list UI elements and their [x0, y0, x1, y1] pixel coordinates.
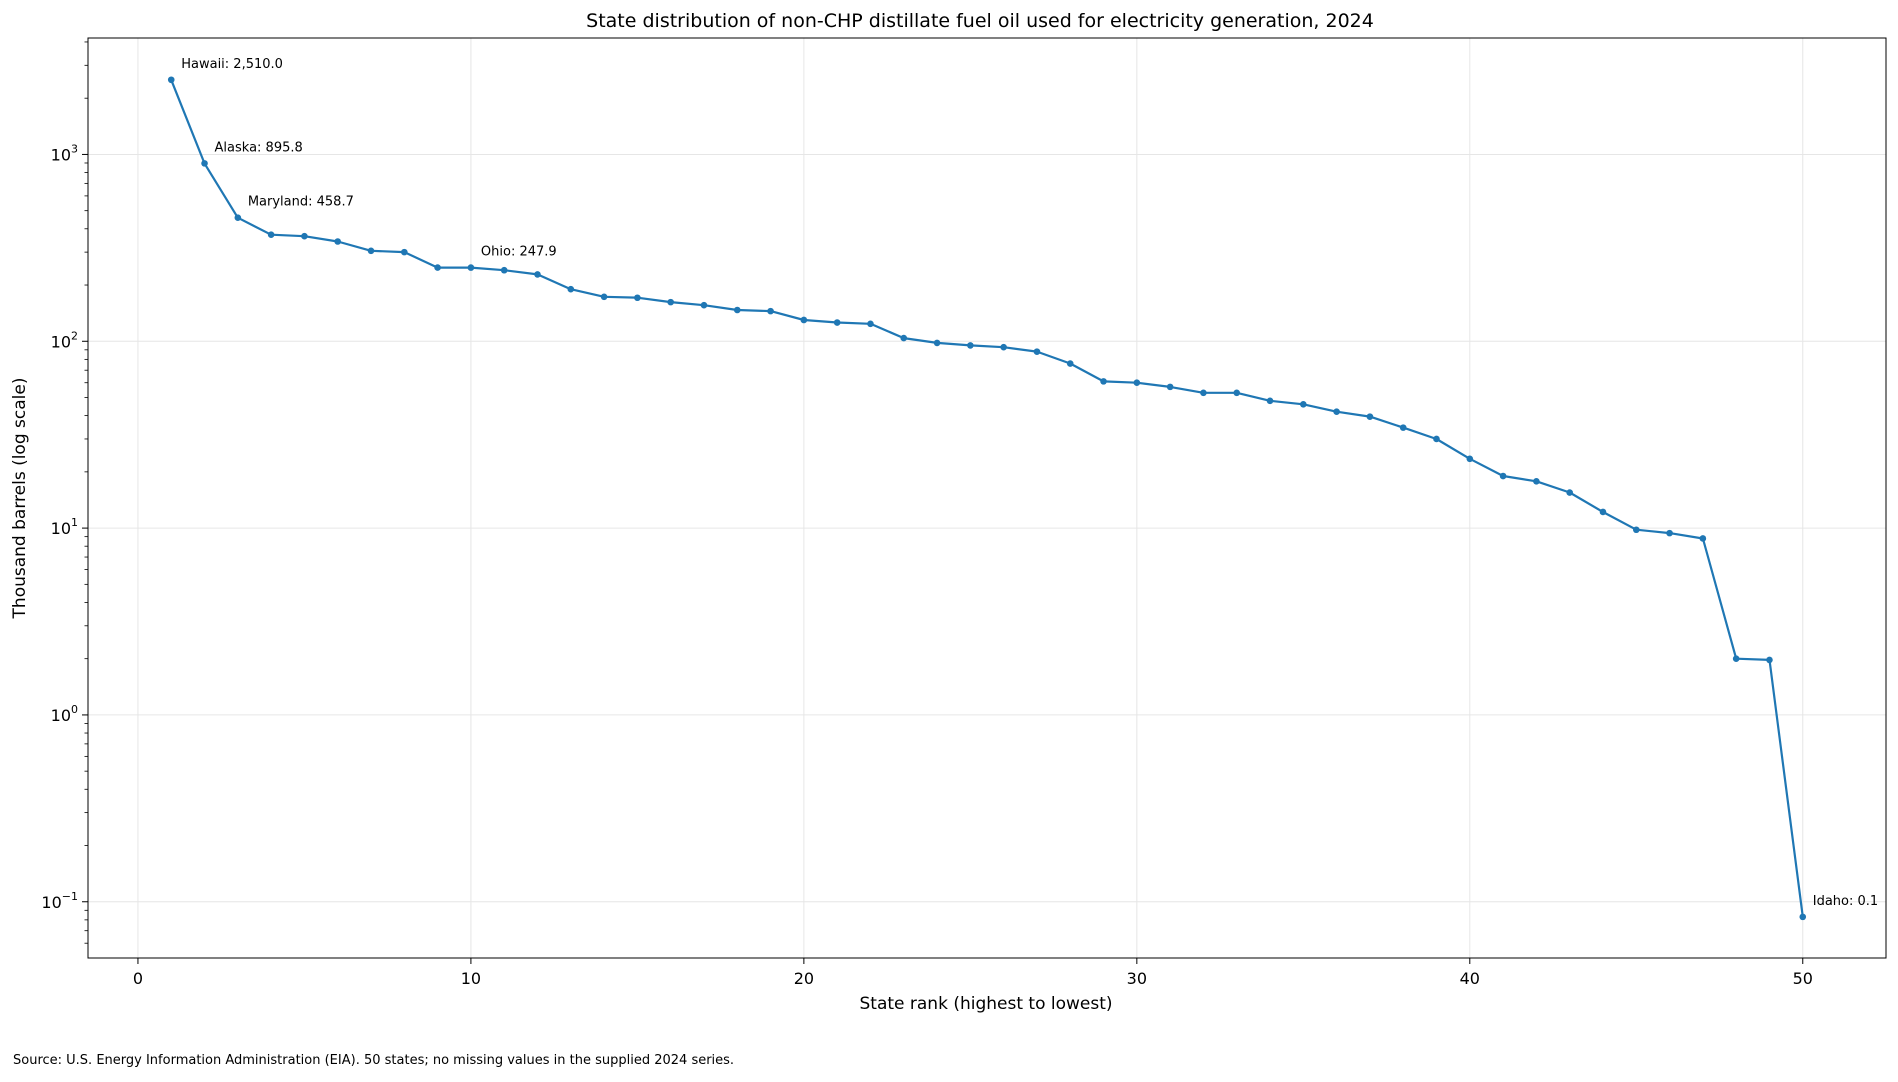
- data-point: [1799, 913, 1807, 921]
- x-tick-label: 50: [1793, 969, 1813, 988]
- data-point: [1632, 526, 1640, 534]
- data-series: [167, 76, 1807, 921]
- data-point: [733, 306, 741, 314]
- source-note: Source: U.S. Energy Information Administ…: [13, 1053, 734, 1068]
- data-point: [1699, 535, 1707, 542]
- data-point: [1399, 424, 1407, 431]
- data-point: [1533, 478, 1540, 485]
- data-point: [1333, 408, 1340, 415]
- data-point: [1300, 400, 1307, 408]
- data-point: [767, 307, 774, 315]
- data-point: [833, 319, 841, 326]
- data-point: [933, 339, 941, 347]
- data-point: [600, 293, 608, 301]
- data-label: Ohio: 247.9: [481, 245, 557, 260]
- data-point: [567, 285, 575, 293]
- data-point: [234, 214, 242, 221]
- data-point: [1499, 472, 1507, 480]
- data-point: [1566, 489, 1573, 496]
- data-point: [1732, 655, 1740, 662]
- x-tick-label: 20: [794, 969, 814, 988]
- data-label: Idaho: 0.1: [1813, 894, 1878, 909]
- data-point: [1599, 508, 1607, 516]
- data-point: [401, 248, 408, 256]
- x-tick-label: 40: [1460, 969, 1480, 988]
- data-point: [1466, 455, 1474, 463]
- data-point: [1266, 397, 1274, 405]
- data-point: [167, 76, 175, 84]
- data-point: [1066, 360, 1074, 367]
- data-label: Alaska: 895.8: [215, 140, 303, 155]
- y-tick-label: 101: [51, 516, 78, 538]
- data-point: [900, 334, 908, 342]
- grid-lines: [88, 38, 1886, 958]
- data-point: [967, 342, 974, 349]
- y-tick-label: 102: [51, 329, 78, 351]
- y-tick-label: 10−1: [41, 890, 78, 912]
- data-point: [1100, 378, 1107, 385]
- series-line: [170, 79, 1804, 918]
- data-point: [534, 271, 541, 278]
- data-point: [1133, 379, 1141, 387]
- data-point: [700, 301, 708, 309]
- data-point: [1166, 383, 1174, 391]
- data-point: [334, 238, 342, 245]
- x-tick-label: 10: [461, 969, 481, 988]
- data-point: [1000, 343, 1007, 351]
- y-tick-label: 100: [51, 703, 78, 725]
- y-axis-label: Thousand barrels (log scale): [10, 378, 30, 620]
- data-point: [467, 264, 475, 271]
- data-point: [1766, 656, 1773, 664]
- data-point: [267, 231, 275, 238]
- data-point: [800, 316, 808, 324]
- data-point: [201, 160, 208, 167]
- data-point: [867, 320, 874, 328]
- x-tick-label: 0: [133, 969, 143, 988]
- tick-marks: 0 10 20 30 40 50 10−1 100 101 102 103: [41, 41, 1813, 988]
- axes: [87, 37, 1887, 959]
- data-point: [667, 298, 674, 306]
- data-point: [1233, 389, 1241, 397]
- data-point: [1200, 389, 1207, 397]
- data-point: [367, 247, 375, 255]
- x-tick-label: 30: [1127, 969, 1147, 988]
- data-point: [500, 266, 508, 274]
- data-point: [1666, 529, 1673, 537]
- data-point: [634, 294, 641, 302]
- data-label: Hawaii: 2,510.0: [181, 57, 283, 72]
- data-point: [301, 232, 308, 240]
- plot-frame: [87, 37, 1887, 959]
- chart-title: State distribution of non-CHP distillate…: [586, 10, 1374, 32]
- y-tick-label: 103: [51, 142, 78, 164]
- data-point: [1366, 413, 1374, 420]
- data-label: Maryland: 458.7: [248, 195, 354, 210]
- data-annotations: Hawaii: 2,510.0 Alaska: 895.8 Maryland: 45…: [181, 57, 1878, 909]
- data-point: [434, 264, 441, 271]
- data-point: [1033, 348, 1041, 355]
- x-axis-label: State rank (highest to lowest): [859, 994, 1112, 1014]
- data-point: [1433, 435, 1440, 443]
